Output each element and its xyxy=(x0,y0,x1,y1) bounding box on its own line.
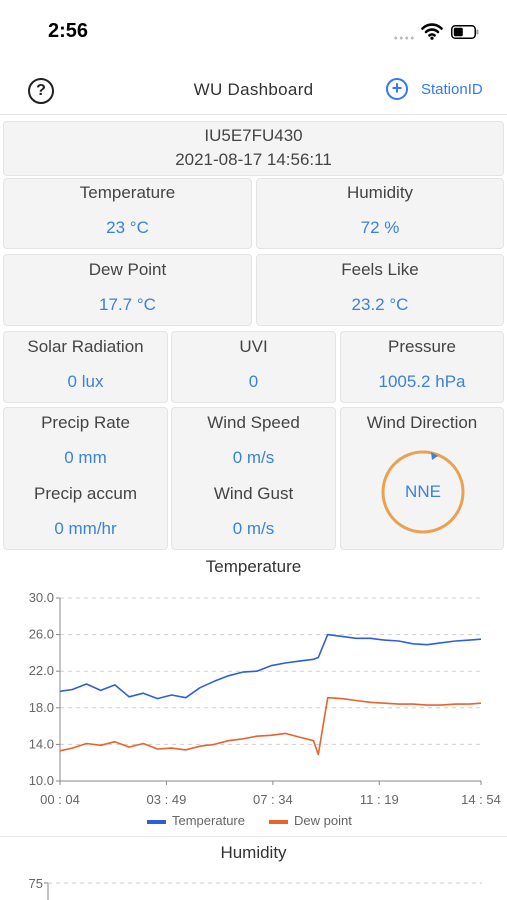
x-tick-label: 14 : 54 xyxy=(461,792,501,807)
precip-accum-value: 0 mm/hr xyxy=(54,519,117,538)
station-id: IU5E7FU430 xyxy=(204,126,303,145)
dew-point-value: 17.7 °C xyxy=(99,295,156,314)
help-button[interactable]: ? xyxy=(28,78,54,104)
humidity-chart-title: Humidity xyxy=(220,843,287,862)
signal-dots-icon xyxy=(393,36,415,40)
y-tick-label: 14.0 xyxy=(29,736,54,751)
wind-gust-label: Wind Gust xyxy=(213,484,294,503)
pressure-label: Pressure xyxy=(387,337,457,356)
legend-label: Temperature xyxy=(172,813,245,828)
precip-accum-label: Precip accum xyxy=(34,484,137,503)
add-station-button[interactable]: + StationID xyxy=(386,78,483,100)
solar-radiation-value: 0 lux xyxy=(67,372,104,391)
humidity-card: Humidity 72 % xyxy=(256,178,504,249)
plus-circle-icon[interactable]: + xyxy=(386,78,408,100)
status-bar: 2:56 xyxy=(0,0,507,62)
y-tick-label: 30.0 xyxy=(29,590,54,605)
temperature-value: 23 °C xyxy=(106,218,149,237)
x-tick-label: 07 : 34 xyxy=(253,792,293,807)
nav-bar: ? WU Dashboard + StationID xyxy=(0,68,507,115)
wind-direction-card: Wind Direction NNE xyxy=(340,407,504,550)
x-tick-label: 00 : 04 xyxy=(40,792,80,807)
uvi-label: UVI xyxy=(239,337,268,356)
battery-icon xyxy=(451,25,479,39)
humidity-label: Humidity xyxy=(346,183,414,202)
temperature-chart-title: Temperature xyxy=(205,557,302,576)
pressure-value: 1005.2 hPa xyxy=(378,372,466,391)
feels-like-card: Feels Like 23.2 °C xyxy=(256,254,504,326)
wind-compass-icon xyxy=(381,450,465,534)
uvi-card: UVI 0 xyxy=(171,331,336,403)
compass-pointer-icon xyxy=(431,452,438,460)
uvi-value: 0 xyxy=(248,372,259,391)
temperature-card: Temperature 23 °C xyxy=(3,178,252,249)
station-datetime: 2021-08-17 14:56:11 xyxy=(175,150,332,169)
y-tick-label: 26.0 xyxy=(29,627,54,642)
y-tick-label: 22.0 xyxy=(29,663,54,678)
wind-gust-value: 0 m/s xyxy=(232,519,275,538)
solar-radiation-card: Solar Radiation 0 lux xyxy=(3,331,168,403)
x-tick-label: 11 : 19 xyxy=(360,792,399,807)
wind-card: Wind Speed 0 m/s Wind Gust 0 m/s xyxy=(171,407,336,550)
feels-like-label: Feels Like xyxy=(341,260,419,279)
humidity-value: 72 % xyxy=(360,218,400,237)
legend-label: Dew point xyxy=(294,813,352,828)
y-tick-label: 10.0 xyxy=(29,773,54,788)
precip-rate-label: Precip Rate xyxy=(41,413,130,432)
legend-swatch xyxy=(147,820,166,824)
status-time: 2:56 xyxy=(48,20,89,42)
y-tick-label: 18.0 xyxy=(29,700,54,715)
temperature-chart: 10.0 14.0 18.0 22.0 26.0 30.0 00 : 04 03 : 49 07… xyxy=(29,590,501,828)
wifi-icon xyxy=(421,23,443,40)
feels-like-value: 23.2 °C xyxy=(351,295,409,314)
dew-point-label: Dew Point xyxy=(88,260,167,279)
precipitation-card: Precip Rate 0 mm Precip accum 0 mm/hr xyxy=(3,407,168,550)
series-line-dew-point xyxy=(59,696,482,756)
page-title: WU Dashboard xyxy=(193,80,314,99)
station-info-card: IU5E7FU430 2021-08-17 14:56:11 xyxy=(3,121,504,176)
dew-point-card: Dew Point 17.7 °C xyxy=(3,254,252,326)
solar-radiation-label: Solar Radiation xyxy=(27,337,144,356)
wind-direction-value: NNE xyxy=(405,482,441,501)
temperature-label: Temperature xyxy=(79,183,176,202)
section-divider xyxy=(0,836,507,837)
wind-speed-label: Wind Speed xyxy=(207,413,300,432)
series-line-temperature xyxy=(59,633,482,700)
wind-direction-label: Wind Direction xyxy=(366,413,478,432)
precip-rate-value: 0 mm xyxy=(64,448,107,467)
y-tick-label: 75 xyxy=(29,876,43,891)
humidity-chart: 75 xyxy=(29,876,482,900)
station-id-button-label[interactable]: StationID xyxy=(421,80,483,98)
x-tick-label: 03 : 49 xyxy=(147,792,187,807)
pressure-card: Pressure 1005.2 hPa xyxy=(340,331,504,403)
wind-speed-value: 0 m/s xyxy=(232,448,275,467)
legend-swatch xyxy=(269,820,288,824)
